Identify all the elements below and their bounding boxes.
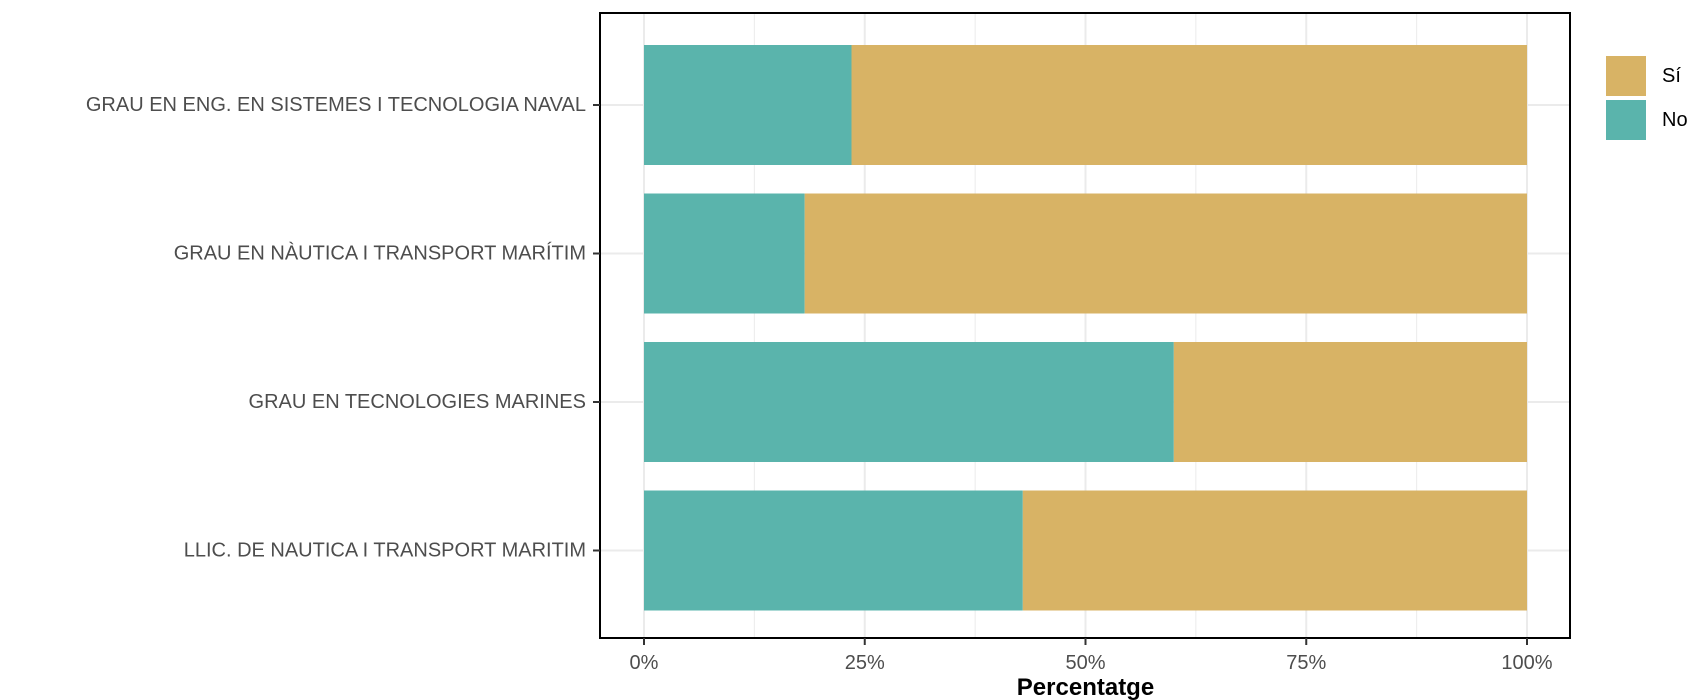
y-tick-label: GRAU EN NÀUTICA I TRANSPORT MARÍTIM bbox=[174, 242, 586, 265]
bar-no-segment bbox=[644, 193, 805, 314]
legend: Sí No bbox=[1606, 56, 1688, 140]
bar-no-segment bbox=[644, 45, 852, 165]
bar-no-segment bbox=[644, 490, 1023, 611]
x-axis: 0% 25% 50% 75% 100% bbox=[630, 638, 1553, 674]
x-tick-label: 50% bbox=[1065, 652, 1105, 674]
bar-s--segment bbox=[1173, 342, 1527, 462]
x-tick-label: 25% bbox=[845, 652, 885, 674]
legend-key-no bbox=[1606, 100, 1646, 140]
legend-label: No bbox=[1662, 109, 1688, 131]
x-tick-label: 100% bbox=[1501, 652, 1552, 674]
y-tick-label: GRAU EN ENG. EN SISTEMES I TECNOLOGIA NA… bbox=[86, 94, 586, 116]
y-tick-label: GRAU EN TECNOLOGIES MARINES bbox=[249, 391, 586, 413]
x-tick-label: 0% bbox=[630, 652, 659, 674]
x-axis-label: Percentatge bbox=[1017, 674, 1154, 700]
bar-no-segment bbox=[644, 342, 1174, 462]
legend-label: Sí bbox=[1662, 65, 1681, 87]
bar-s--segment bbox=[851, 45, 1527, 165]
y-tick-label: LLIC. DE NAUTICA I TRANSPORT MARITIM bbox=[184, 540, 586, 562]
x-tick-label: 75% bbox=[1286, 652, 1326, 674]
bars bbox=[644, 45, 1527, 611]
legend-key-si bbox=[1606, 56, 1646, 96]
bar-s--segment bbox=[804, 193, 1527, 314]
y-axis: GRAU EN ENG. EN SISTEMES I TECNOLOGIA NA… bbox=[86, 94, 600, 562]
bar-s--segment bbox=[1022, 490, 1527, 611]
